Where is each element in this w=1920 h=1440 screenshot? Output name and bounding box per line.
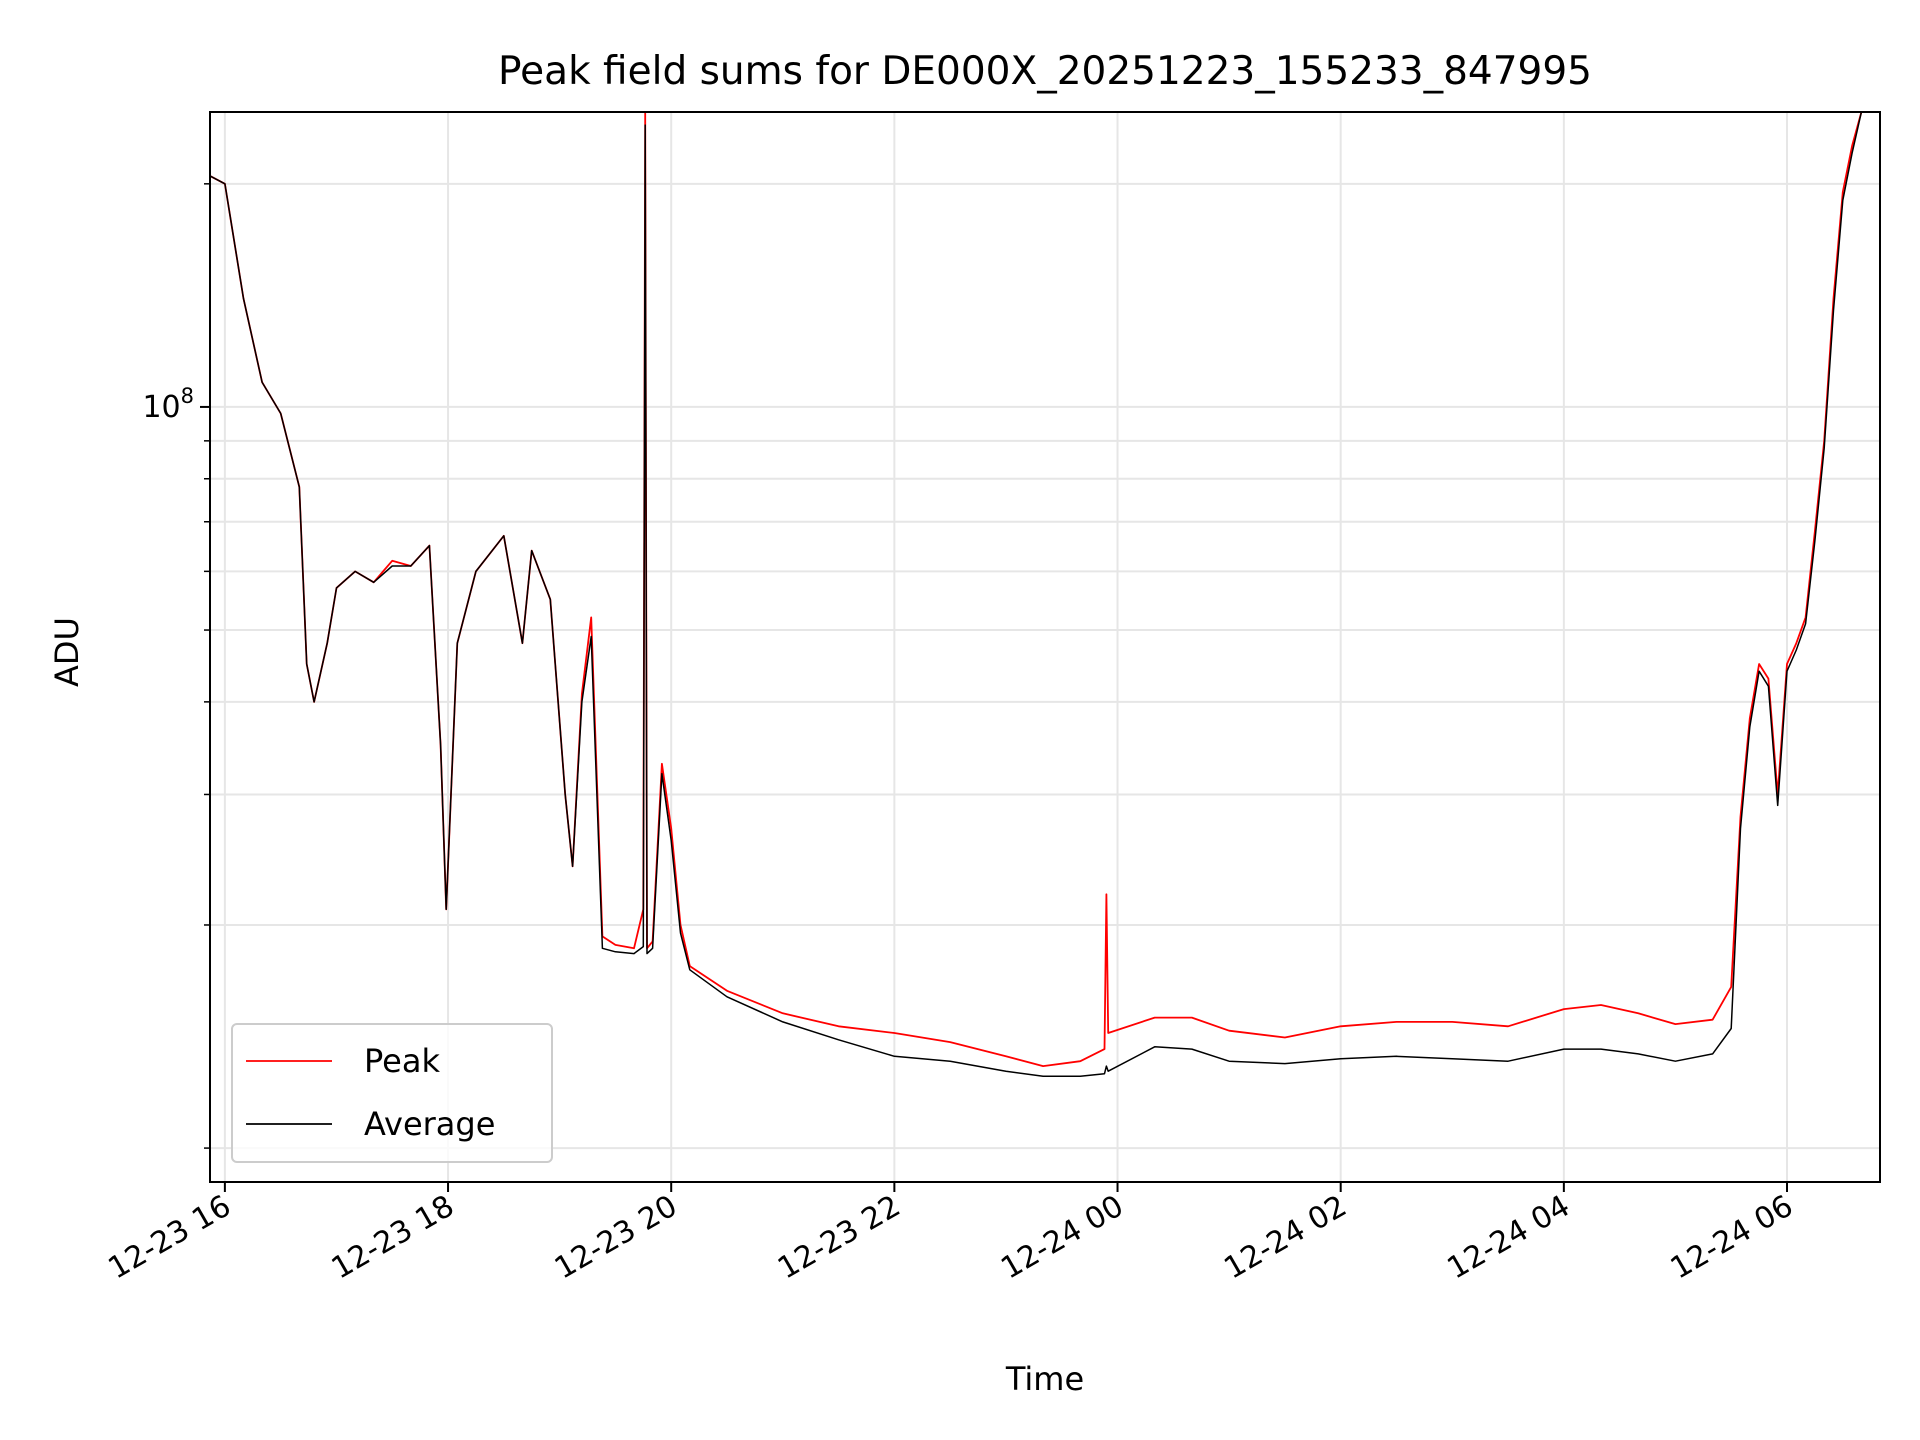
legend-box xyxy=(231,1023,553,1163)
legend-label-average: Average xyxy=(364,1105,495,1143)
legend-label-peak: Peak xyxy=(364,1042,440,1080)
grid xyxy=(210,112,1880,1182)
y-tick-label-base: 10 xyxy=(142,390,180,425)
chart-title: Peak field sums for DE000X_20251223_1552… xyxy=(498,49,1592,94)
series-line-peak xyxy=(209,111,1863,1067)
y-axis-label: ADU xyxy=(48,617,86,687)
x-axis-label: Time xyxy=(1005,1360,1084,1398)
series-layer xyxy=(209,111,1863,1078)
legend: Peak Average xyxy=(231,1023,553,1163)
plot-frame xyxy=(209,111,1881,1183)
series-line-average xyxy=(209,111,1863,1078)
y-tick-label-exponent: 8 xyxy=(181,384,194,408)
y-tick-label: 108 xyxy=(142,384,194,425)
